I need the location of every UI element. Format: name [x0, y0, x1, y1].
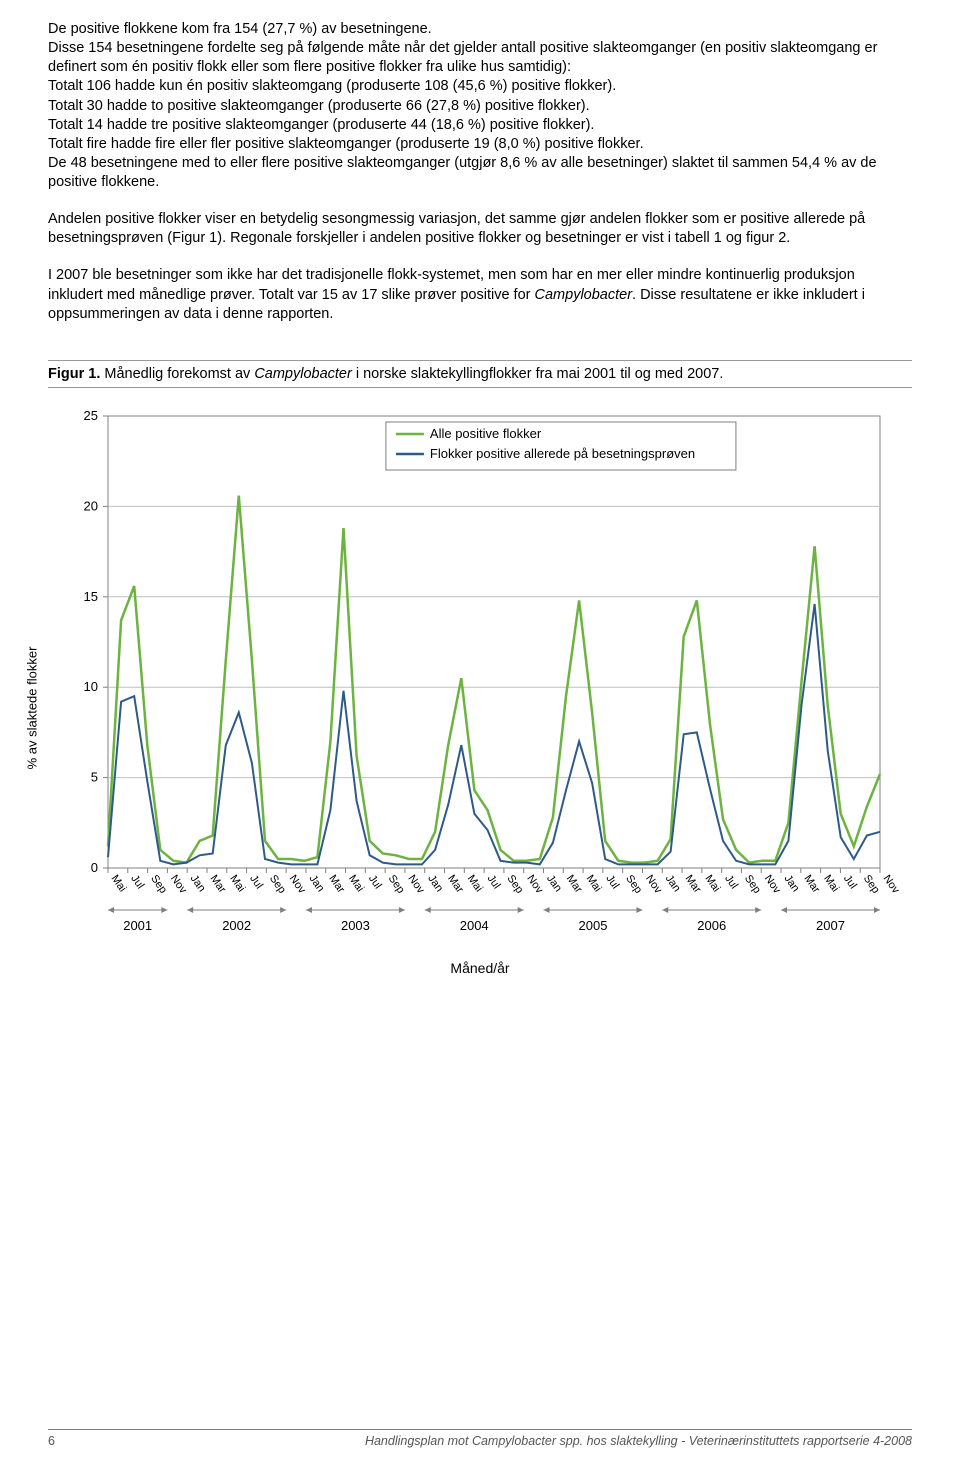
svg-text:10: 10 — [84, 679, 98, 694]
svg-text:Mar: Mar — [445, 873, 466, 896]
svg-text:Sep: Sep — [861, 873, 882, 896]
svg-text:Jul: Jul — [485, 873, 503, 891]
svg-text:20: 20 — [84, 498, 98, 513]
svg-text:Sep: Sep — [148, 873, 169, 896]
svg-text:Jul: Jul — [247, 873, 265, 891]
x-axis-title: Måned/år — [60, 960, 900, 976]
p1d: Totalt 30 hadde to positive slakteomgang… — [48, 98, 590, 114]
svg-text:Nov: Nov — [524, 873, 545, 896]
paragraph-3: I 2007 ble besetninger som ikke har det … — [48, 266, 912, 323]
paragraph-2: Andelen positive flokker viser en betyde… — [48, 210, 912, 248]
p1g: De 48 besetningene med to eller flere po… — [48, 155, 877, 190]
svg-text:Nov: Nov — [405, 873, 426, 896]
svg-text:Jan: Jan — [782, 873, 802, 894]
svg-text:Jan: Jan — [544, 873, 564, 894]
svg-text:Mai: Mai — [465, 873, 485, 894]
svg-text:2004: 2004 — [460, 918, 489, 933]
svg-text:Mai: Mai — [584, 873, 604, 894]
svg-text:Sep: Sep — [504, 873, 525, 896]
svg-text:Mai: Mai — [109, 873, 129, 894]
svg-text:2006: 2006 — [697, 918, 726, 933]
svg-text:Jul: Jul — [722, 873, 740, 891]
p1c: Totalt 106 hadde kun én positiv slakteom… — [48, 78, 616, 94]
svg-text:Jul: Jul — [366, 873, 384, 891]
page-footer: 6 Handlingsplan mot Campylobacter spp. h… — [48, 1429, 912, 1448]
svg-text:5: 5 — [91, 769, 98, 784]
footer-text: Handlingsplan mot Campylobacter spp. hos… — [365, 1434, 912, 1448]
svg-text:Jan: Jan — [425, 873, 445, 894]
page-number: 6 — [48, 1434, 55, 1448]
svg-text:Mar: Mar — [683, 873, 704, 896]
svg-text:Mar: Mar — [208, 873, 229, 896]
svg-text:25: 25 — [84, 408, 98, 423]
p1f: Totalt fire hadde fire eller fler positi… — [48, 136, 644, 152]
figure-caption: Figur 1. Månedlig forekomst av Campyloba… — [48, 360, 912, 388]
svg-text:2002: 2002 — [222, 918, 251, 933]
svg-text:Jul: Jul — [603, 873, 621, 891]
svg-text:Alle positive flokker: Alle positive flokker — [430, 426, 542, 441]
figure-label: Figur 1. — [48, 366, 100, 382]
svg-text:Mai: Mai — [346, 873, 366, 894]
svg-text:Nov: Nov — [168, 873, 189, 896]
svg-text:Sep: Sep — [742, 873, 763, 896]
svg-text:Nov: Nov — [287, 873, 308, 896]
svg-text:Mai: Mai — [821, 873, 841, 894]
svg-text:2007: 2007 — [816, 918, 845, 933]
svg-text:Jul: Jul — [128, 873, 146, 891]
svg-text:Mai: Mai — [702, 873, 722, 894]
svg-text:15: 15 — [84, 589, 98, 604]
svg-text:0: 0 — [91, 860, 98, 875]
svg-text:Sep: Sep — [623, 873, 644, 896]
svg-text:Sep: Sep — [386, 873, 407, 896]
svg-text:Nov: Nov — [643, 873, 664, 896]
paragraph-1: De positive flokkene kom fra 154 (27,7 %… — [48, 20, 912, 192]
svg-text:Nov: Nov — [881, 873, 900, 896]
svg-text:Mar: Mar — [564, 873, 585, 896]
p1e: Totalt 14 hadde tre positive slakteomgan… — [48, 117, 594, 133]
y-axis-title: % av slaktede flokker — [25, 646, 40, 769]
svg-text:Nov: Nov — [762, 873, 783, 896]
svg-text:Jan: Jan — [188, 873, 208, 894]
p1a: De positive flokkene kom fra 154 (27,7 %… — [48, 21, 432, 37]
svg-text:Mar: Mar — [801, 873, 822, 896]
svg-text:2005: 2005 — [579, 918, 608, 933]
p1b: Disse 154 besetningene fordelte seg på f… — [48, 40, 877, 75]
svg-text:Mai: Mai — [227, 873, 247, 894]
chart-svg: 0510152025MaiJulSepNovJanMarMaiJulSepNov… — [60, 398, 900, 958]
svg-text:Flokker positive allerede på b: Flokker positive allerede på besetningsp… — [430, 446, 695, 461]
svg-text:Jan: Jan — [663, 873, 683, 894]
svg-text:Jul: Jul — [841, 873, 859, 891]
svg-text:2001: 2001 — [123, 918, 152, 933]
svg-text:2003: 2003 — [341, 918, 370, 933]
svg-text:Jan: Jan — [306, 873, 326, 894]
line-chart: % av slaktede flokker 0510152025MaiJulSe… — [60, 398, 900, 1018]
svg-text:Mar: Mar — [326, 873, 347, 896]
svg-text:Sep: Sep — [267, 873, 288, 896]
